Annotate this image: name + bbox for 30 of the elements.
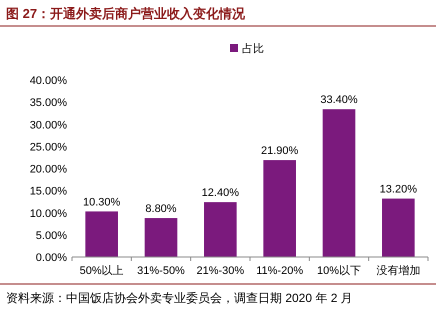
bar (382, 198, 415, 257)
text: 10.30% (83, 196, 120, 208)
bar (263, 160, 296, 257)
x-tick-label: 11%-20% (256, 265, 304, 277)
x-tick-label: 没有增加 (376, 264, 420, 277)
text: 33.40% (320, 94, 358, 106)
y-tick-label: 20.00% (30, 164, 68, 176)
bar (204, 202, 237, 257)
text: 8.80% (145, 203, 177, 216)
chart-title: 图 27：开通外卖后商户营业收入变化情况 (6, 6, 246, 21)
y-tick-label: 15.00% (30, 186, 68, 198)
y-tick-label: 10.00% (30, 208, 68, 220)
x-tick-label: 10%以下 (316, 264, 362, 277)
x-tick-label: 21%-30% (196, 265, 244, 277)
y-tick-label: 35.00% (30, 97, 68, 110)
bar (322, 109, 356, 257)
text: 21.90% (261, 145, 298, 158)
x-tick-label: 31%-50% (137, 265, 186, 277)
bar (144, 218, 178, 257)
text: 13.20% (380, 184, 417, 196)
bar (85, 211, 118, 257)
text: 12.40% (202, 187, 239, 200)
y-tick-label: 5.00% (36, 230, 68, 242)
y-tick-label: 0.00% (36, 252, 68, 264)
y-tick-label: 25.00% (30, 141, 68, 154)
y-tick-label: 40.00% (30, 75, 68, 87)
legend-label: 占比 (242, 42, 264, 55)
text: 资料来源：中国饭店协会外卖专业委员会，调查日期 2020 年 2 月 (6, 291, 353, 305)
x-tick-label: 50%以上 (80, 264, 124, 277)
y-tick-label: 30.00% (30, 119, 68, 132)
